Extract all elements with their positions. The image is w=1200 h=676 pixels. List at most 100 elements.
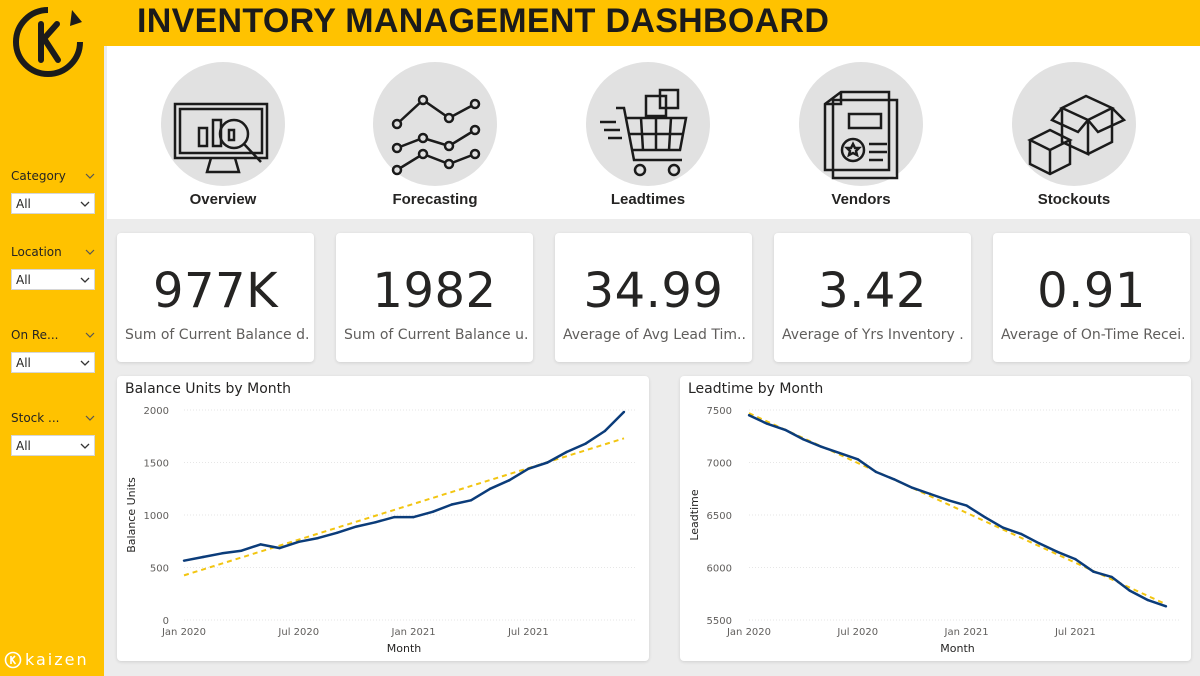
data-point[interactable]	[622, 410, 626, 414]
data-point[interactable]	[527, 467, 530, 470]
data-point[interactable]	[856, 458, 859, 461]
y-tick-label: 0	[163, 616, 169, 627]
category-dropdown[interactable]: All	[11, 193, 95, 214]
data-point[interactable]	[316, 536, 320, 540]
nav-leadtimes[interactable]: Leadtimes	[532, 46, 732, 219]
kpi-value: 0.91	[1037, 263, 1146, 319]
chevron-down-icon[interactable]	[85, 414, 95, 422]
data-point[interactable]	[965, 504, 968, 507]
nav-overview[interactable]: Overview	[107, 46, 307, 219]
chevron-down-icon	[80, 277, 90, 283]
location-dropdown[interactable]: All	[11, 269, 95, 290]
data-point[interactable]	[603, 429, 607, 433]
filter-on-reorder: On Re... All	[11, 326, 95, 373]
data-point[interactable]	[747, 414, 751, 417]
kpi-value: 3.42	[818, 263, 927, 319]
x-tick-label: Jul 2021	[1054, 627, 1096, 638]
data-point[interactable]	[393, 515, 396, 519]
data-point[interactable]	[765, 422, 769, 425]
data-point[interactable]	[565, 450, 568, 454]
y-tick-label: 6500	[707, 511, 732, 522]
data-point[interactable]	[374, 521, 377, 524]
chevron-down-icon[interactable]	[85, 172, 95, 180]
filter-sidebar: Category All Location All On Re... All S…	[0, 0, 104, 676]
data-point[interactable]	[508, 479, 511, 482]
on-reorder-dropdown[interactable]: All	[11, 352, 95, 373]
x-tick-label: Jan 2021	[944, 627, 989, 638]
data-point[interactable]	[1001, 526, 1005, 529]
kpi-value: 1982	[372, 263, 497, 319]
kpi-card-yrs-inventory: 3.42 Average of Yrs Inventory ...	[774, 233, 971, 362]
data-point[interactable]	[469, 499, 473, 502]
chart-leadtime[interactable]: Leadtime by Month 5500 6000 6500 7000 7500 Ja…	[680, 376, 1191, 661]
data-point[interactable]	[412, 515, 415, 519]
data-point[interactable]	[335, 531, 339, 535]
data-point[interactable]	[221, 552, 224, 555]
kpi-label: Average of Yrs Inventory ...	[782, 327, 965, 343]
filter-label: Category	[11, 169, 66, 183]
kpi-card-balance-units: 1982 Sum of Current Balance u...	[336, 233, 533, 362]
filter-stock: Stock ... All	[11, 409, 95, 456]
data-point[interactable]	[488, 487, 492, 490]
data-point[interactable]	[1110, 575, 1113, 579]
data-point[interactable]	[784, 428, 787, 432]
x-tick-label: Jan 2021	[391, 627, 436, 638]
data-point[interactable]	[802, 438, 805, 441]
data-point[interactable]	[1037, 542, 1041, 545]
x-tick-label: Jan 2020	[726, 627, 771, 638]
data-point[interactable]	[431, 510, 434, 514]
nav-circle	[161, 62, 285, 186]
data-point[interactable]	[1164, 605, 1168, 608]
chart-balance-units[interactable]: Balance Units by Month 0 500 1000 1500 2000 J…	[117, 376, 649, 661]
data-point[interactable]	[278, 546, 281, 550]
data-point[interactable]	[201, 555, 205, 559]
dropdown-value: All	[16, 355, 31, 370]
y-tick-label: 6000	[707, 564, 732, 575]
chevron-down-icon[interactable]	[85, 248, 95, 256]
data-point[interactable]	[297, 540, 300, 543]
kaizen-small-logo-icon	[4, 651, 22, 668]
data-point[interactable]	[182, 559, 186, 562]
data-point[interactable]	[1056, 550, 1059, 553]
kpi-label: Average of On-Time Recei...	[1001, 327, 1184, 343]
monitor-chart-icon	[173, 102, 269, 174]
data-point[interactable]	[929, 492, 932, 496]
data-point[interactable]	[820, 445, 823, 448]
data-point[interactable]	[947, 499, 950, 502]
chevron-down-icon[interactable]	[85, 331, 95, 339]
leadtime-chart: 5500 6000 6500 7000 7500 Jan 2020 Jul 2020 Jan …	[688, 406, 1180, 655]
navigation-panel: Overview Forecasting	[107, 46, 1200, 219]
data-point[interactable]	[838, 451, 841, 455]
data-point[interactable]	[910, 486, 914, 489]
x-tick-label: Jul 2020	[836, 627, 878, 638]
data-point[interactable]	[983, 515, 986, 519]
data-point[interactable]	[874, 470, 878, 474]
y-tick-label: 500	[150, 564, 169, 575]
x-tick-label: Jul 2020	[277, 627, 319, 638]
title-band	[104, 0, 1200, 46]
data-point[interactable]	[450, 503, 454, 506]
data-point[interactable]	[1019, 532, 1023, 536]
data-point[interactable]	[1128, 589, 1131, 592]
data-point[interactable]	[892, 478, 896, 481]
data-point[interactable]	[259, 543, 262, 546]
data-point[interactable]	[546, 461, 549, 464]
nav-label: Leadtimes	[610, 191, 686, 208]
nav-circle	[373, 62, 497, 186]
brand-footer: kaizen	[4, 650, 89, 669]
data-point[interactable]	[1146, 598, 1150, 602]
nav-forecasting[interactable]: Forecasting	[319, 46, 519, 219]
shopping-cart-icon	[600, 88, 688, 177]
data-point[interactable]	[240, 549, 243, 552]
box-icon	[1027, 94, 1127, 176]
balance-units-chart: 0 500 1000 1500 2000 Jan 2020 Jul 2020 Jan 2021…	[125, 406, 637, 655]
data-point[interactable]	[1074, 557, 1077, 561]
data-point[interactable]	[354, 525, 358, 528]
nav-vendors[interactable]: Vendors	[745, 46, 945, 219]
nav-circle	[1012, 62, 1136, 186]
nav-stockouts[interactable]: Stockouts	[958, 46, 1158, 219]
data-point[interactable]	[584, 442, 587, 445]
kaizen-logo-icon	[13, 7, 83, 77]
stock-dropdown[interactable]: All	[11, 435, 95, 456]
data-point[interactable]	[1092, 570, 1095, 573]
